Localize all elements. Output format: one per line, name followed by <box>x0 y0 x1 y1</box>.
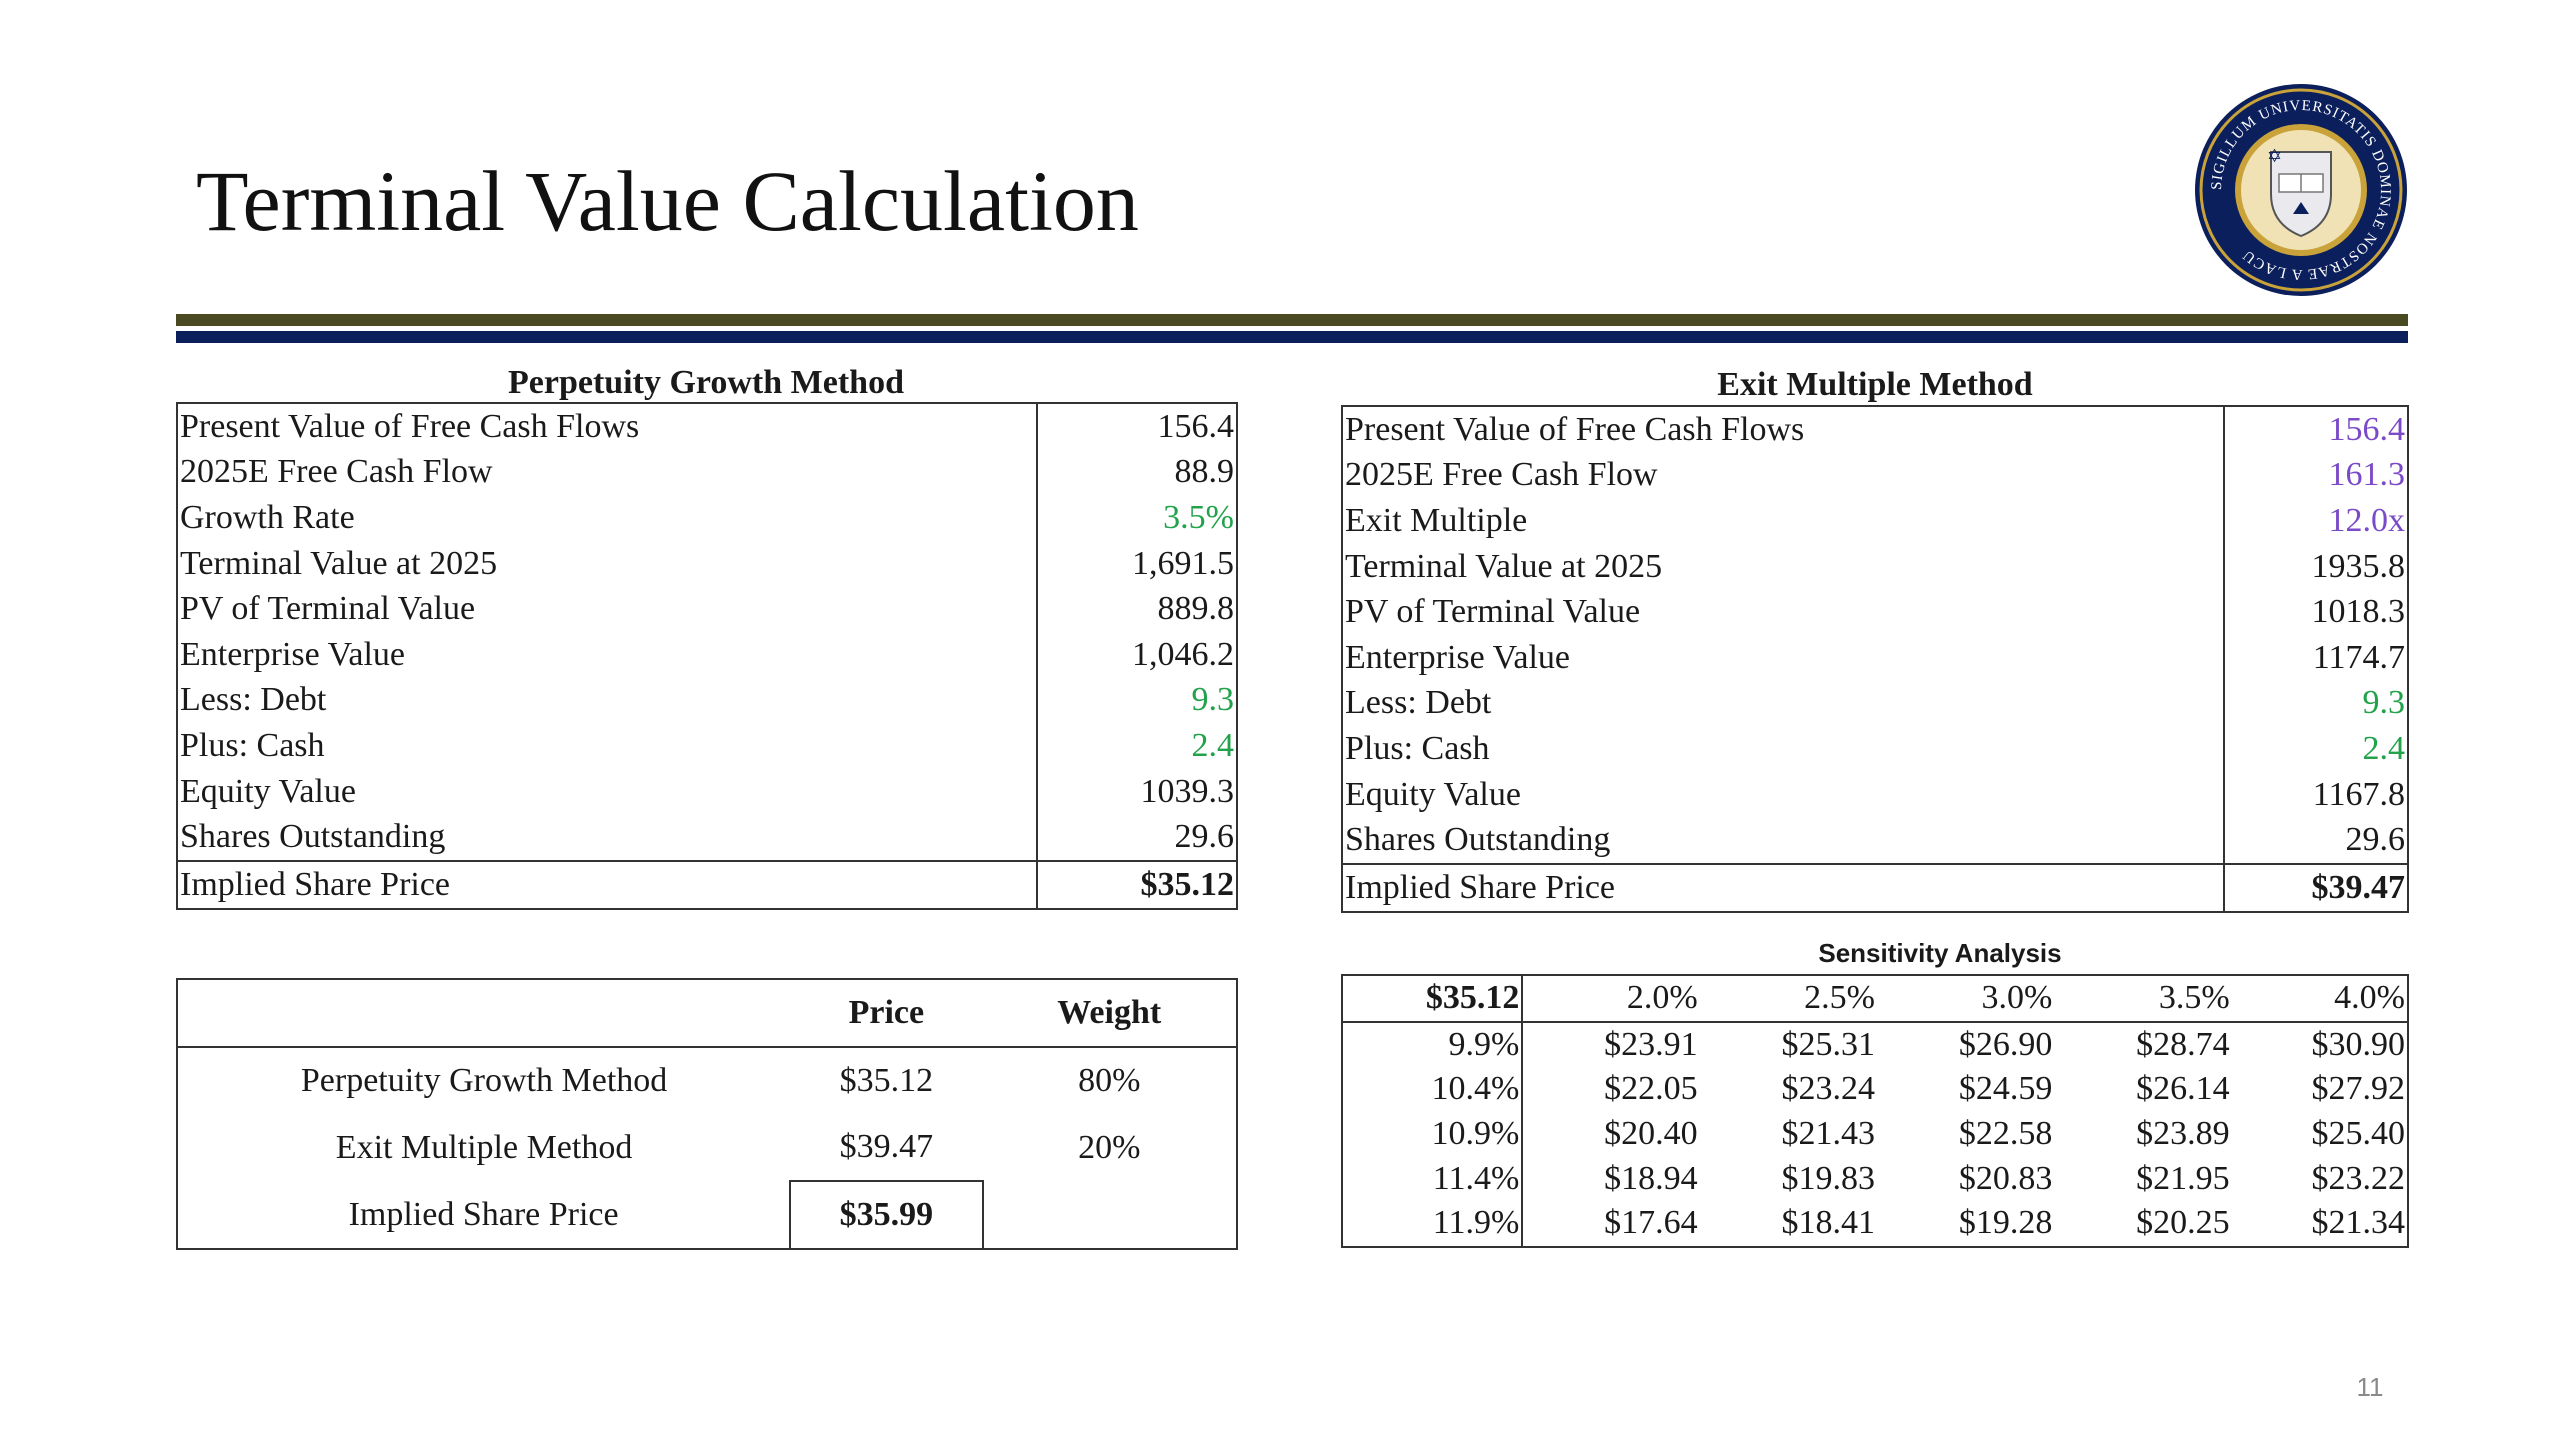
table-row: PV of Terminal Value 1018.3 <box>1342 589 2408 635</box>
table-row: Less: Debt 9.3 <box>1342 680 2408 727</box>
table-row: Plus: Cash 2.4 <box>1342 726 2408 772</box>
table-row: 11.9% $17.64 $18.41 $19.28 $20.25 $21.34 <box>1342 1200 2408 1247</box>
table-row: Terminal Value at 2025 1935.8 <box>1342 543 2408 590</box>
table-row: 2025E Free Cash Flow 161.3 <box>1342 452 2408 499</box>
weight-header: Weight <box>982 979 1237 1048</box>
table-row: 10.4% $22.05 $23.24 $24.59 $26.14 $27.92 <box>1342 1067 2408 1112</box>
sensitivity-table: $35.12 2.0% 2.5% 3.0% 3.5% 4.0% 9.9% $23… <box>1341 974 2409 1248</box>
sensitivity-title: Sensitivity Analysis <box>1818 938 2062 968</box>
table-row: Equity Value 1039.3 <box>177 768 1237 815</box>
table-row: Exit Multiple Method $39.47 20% <box>335 1128 1141 1166</box>
table-row: Equity Value 1167.8 <box>1342 771 2408 818</box>
table-row: Exit Multiple 12.0x <box>1342 498 2408 544</box>
table-row: Terminal Value at 2025 1,691.5 <box>177 540 1237 587</box>
svg-text:✡: ✡ <box>2267 146 2282 167</box>
table-row-total: Implied Share Price $39.47 <box>1342 862 2408 912</box>
perpetuity-title: Perpetuity Growth Method <box>508 364 904 401</box>
table-row: Enterprise Value 1,046.2 <box>177 631 1237 678</box>
table-row: 9.9% $23.91 $25.31 $26.90 $28.74 $30.90 <box>1342 1021 2408 1068</box>
table-row: Present Value of Free Cash Flows 156.4 <box>1342 406 2408 453</box>
table-header-row: Price Weight <box>177 979 1237 1048</box>
page-number: 11 <box>2356 1372 2384 1402</box>
table-row: Enterprise Value 1174.7 <box>1342 634 2408 681</box>
exit-multiple-table: Present Value of Free Cash Flows 156.4 20… <box>1341 405 2409 913</box>
university-seal-logo: SIGILLUM UNIVERSITATIS DOMINAE NOSTRAE A… <box>2195 84 2407 296</box>
table-row: Shares Outstanding 29.6 <box>177 814 1237 861</box>
table-row: PV of Terminal Value 889.8 <box>177 586 1237 632</box>
table-row: Present Value of Free Cash Flows 156.4 <box>177 403 1237 450</box>
table-header-row: $35.12 2.0% 2.5% 3.0% 3.5% 4.0% <box>1342 975 2408 1023</box>
table-row: Shares Outstanding 29.6 <box>1342 817 2408 864</box>
table-row: 2025E Free Cash Flow 88.9 <box>177 449 1237 496</box>
perpetuity-table: Present Value of Free Cash Flows 156.4 20… <box>176 402 1238 910</box>
table-row: 11.4% $18.94 $19.83 $20.83 $21.95 $23.22 <box>1342 1156 2408 1201</box>
exit-multiple-title: Exit Multiple Method <box>1717 366 2033 403</box>
table-row-total: Implied Share Price $35.99 <box>177 1180 1237 1249</box>
navy-rule <box>176 331 2408 343</box>
price-header: Price <box>790 979 983 1048</box>
weighted-price-table: Price Weight Perpetuity Growth Method $3… <box>176 978 1238 1250</box>
table-row: Plus: Cash 2.4 <box>177 723 1237 769</box>
table-row: Growth Rate 3.5% <box>177 495 1237 541</box>
table-row-total: Implied Share Price $35.12 <box>177 859 1237 909</box>
page-title: Terminal Value Calculation <box>196 153 1139 249</box>
table-row: Less: Debt 9.3 <box>177 677 1237 724</box>
table-row: 10.9% $20.40 $21.43 $22.58 $23.89 $25.40 <box>1342 1111 2408 1157</box>
implied-share-price-result: $35.99 <box>789 1180 984 1249</box>
table-row: Perpetuity Growth Method $35.12 80% <box>300 1062 1141 1099</box>
olive-rule <box>176 314 2408 326</box>
